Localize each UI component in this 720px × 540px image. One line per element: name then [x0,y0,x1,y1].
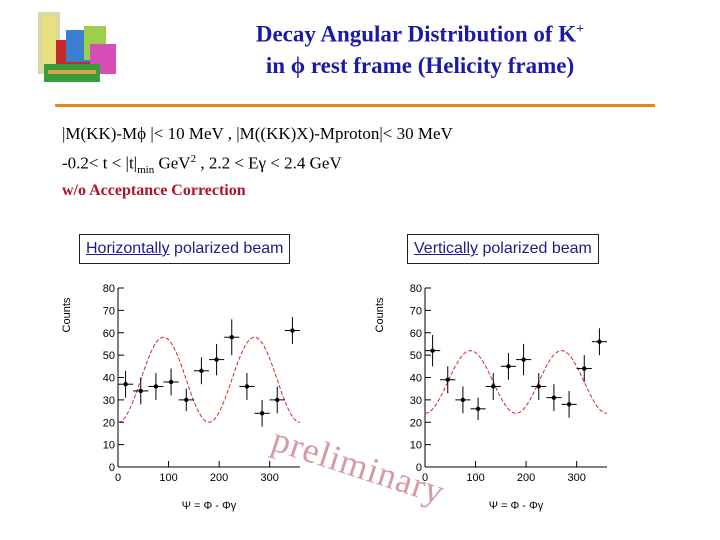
t-energy-cuts-text: -0.2< t < |t|min GeV2 , 2.2 < Eγ < 2.4 G… [62,153,342,176]
x-axis-label: Ψ = Φ - Φγ [182,500,237,512]
title-superscript: + [576,22,585,37]
data-point [597,339,602,344]
x-tick-label: 0 [115,472,121,484]
x-tick-label: 200 [517,472,535,484]
data-point [536,384,541,389]
data-point [138,388,143,394]
vertical-beam-label: Vertically polarized beam [407,234,599,264]
data-point [123,382,128,387]
data-point [229,335,234,340]
x-axis-label: Ψ = Φ - Φγ [489,500,544,512]
data-point [475,406,481,412]
y-tick-label: 80 [410,283,422,295]
x-tick-label: 100 [466,472,484,484]
data-point [168,379,174,385]
fit-curve [424,350,608,414]
data-point [153,384,159,389]
y-tick-label: 10 [103,440,115,452]
data-point [184,397,189,403]
gev-squared-sup: 2 [190,153,197,165]
y-axis-label: Counts [374,297,386,332]
horizontal-rest: polarized beam [169,240,284,257]
y-tick-label: 40 [103,373,115,385]
x-tick-label: 100 [159,472,177,484]
data-point [460,397,466,403]
title-divider [55,104,655,107]
y-tick-label: 30 [410,395,422,407]
y-tick-label: 40 [410,373,422,385]
fit-curve [117,336,301,423]
title-line2: in ϕ rest frame (Helicity frame) [265,52,575,78]
y-tick-label: 50 [410,350,422,362]
horizontal-word: Horizontally [86,240,170,257]
data-point [244,384,250,389]
y-tick-label: 20 [410,417,422,429]
y-tick-label: 30 [103,395,115,407]
title-line1: Decay Angular Distribution of K [255,21,577,47]
data-point [582,366,587,371]
data-point [566,402,572,407]
data-point [275,397,280,403]
data-point [199,368,204,373]
y-tick-label: 80 [103,283,115,295]
x-tick-label: 300 [260,472,278,484]
acceptance-note: w/o Acceptance Correction [62,182,246,199]
data-point [259,411,265,416]
gev-unit-text: GeV [154,153,191,173]
horizontal-beam-label: Horizontally polarized beam [79,234,291,264]
y-tick-label: 70 [103,305,115,317]
y-tick-label: 60 [103,328,115,340]
mass-cuts-text: |M(KK)-Mϕ |< 10 MeV , |M((KK)X)-Mproton|… [62,124,453,143]
data-point [445,377,450,382]
t-min-subscript: min [137,164,155,177]
data-point [214,357,219,362]
data-point [491,384,496,389]
y-tick-label: 70 [410,305,422,317]
x-tick-label: 300 [567,472,585,484]
y-axis-label: Counts [61,297,73,332]
data-point [551,395,557,400]
data-point [521,357,526,362]
vertical-word: Vertically [414,240,479,257]
y-tick-label: 60 [410,328,422,340]
x-tick-label: 0 [422,472,428,484]
t-cut-text: -0.2< t < |t| [62,153,138,173]
y-tick-label: 0 [109,462,115,474]
data-point [506,364,511,369]
x-tick-label: 200 [210,472,228,484]
leps-logo [38,12,116,82]
slide-title: Decay Angular Distribution of K+ in ϕ re… [170,14,670,81]
y-tick-label: 10 [410,440,422,452]
vertical-rest: polarized beam [478,240,592,257]
energy-cut-text: , 2.2 < Eγ < 2.4 GeV [196,153,342,173]
y-tick-label: 20 [103,417,115,429]
y-tick-label: 0 [416,462,422,474]
data-point [290,328,295,333]
data-point [430,348,435,353]
y-tick-label: 50 [103,350,115,362]
